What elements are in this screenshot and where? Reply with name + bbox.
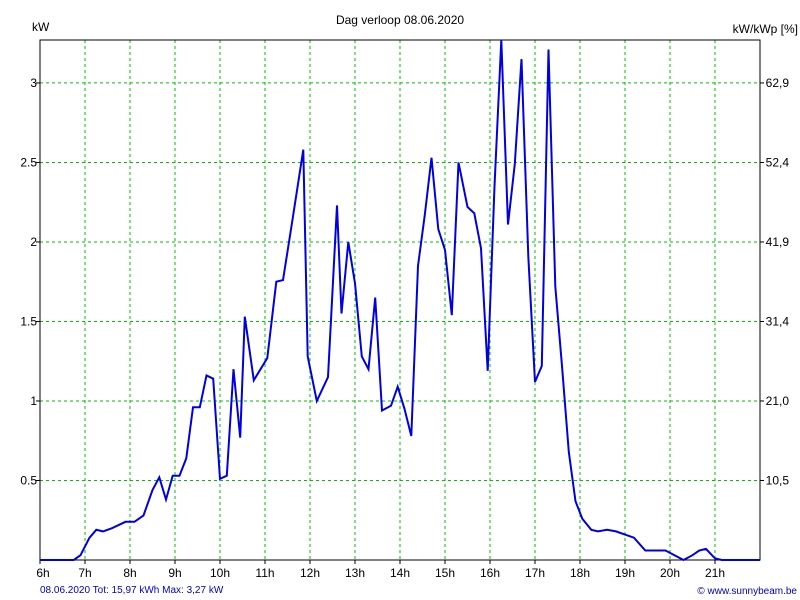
footer-summary: 08.06.2020 Tot: 15,97 kWh Max: 3,27 kW <box>40 585 224 596</box>
x-tick-label: 11h <box>255 566 274 580</box>
x-tick-label: 13h <box>345 566 365 580</box>
y-tick-label-left: 0.5 <box>20 473 37 487</box>
x-tick-label: 17h <box>525 566 545 580</box>
x-tick-label: 18h <box>570 566 590 580</box>
x-tick-label: 7h <box>78 566 91 580</box>
grid <box>40 40 760 560</box>
x-tick-label: 19h <box>615 566 635 580</box>
y-tick-label-right: 62,9 <box>766 76 790 90</box>
left-axis-unit: kW <box>32 20 50 34</box>
y-tick-label-left: 1.5 <box>20 314 37 328</box>
right-axis-unit: kW/kWp [%] <box>733 22 798 36</box>
x-tick-label: 14h <box>390 566 410 580</box>
axis-ticks: 6h 7h 8h 9h 10h 11h 12h 13h 14h 15h 16h 17h 18h 19h 20… <box>20 76 789 580</box>
x-tick-label: 9h <box>168 566 181 580</box>
y-tick-label-left: 2.5 <box>20 155 37 169</box>
y-tick-label-left: 2 <box>30 235 37 249</box>
x-tick-label: 20h <box>660 566 680 580</box>
x-tick-label: 12h <box>300 566 320 580</box>
y-tick-label-right: 10,5 <box>766 473 790 487</box>
power-series-line <box>40 39 760 562</box>
x-tick-label: 21h <box>705 566 725 580</box>
y-tick-label-left: 1 <box>30 394 37 408</box>
chart-title: Dag verloop 08.06.2020 <box>336 13 464 27</box>
x-tick-label: 16h <box>480 566 500 580</box>
x-tick-label: 15h <box>435 566 455 580</box>
y-tick-label-left: 3 <box>30 76 37 90</box>
x-tick-label: 10h <box>210 566 230 580</box>
x-tick-label: 8h <box>123 566 136 580</box>
footer-credit: © www.sunnybeam.be <box>697 586 797 597</box>
y-tick-label-right: 21,0 <box>766 394 790 408</box>
x-tick-label: 6h <box>36 566 49 580</box>
series-group <box>40 39 760 562</box>
y-tick-label-right: 41,9 <box>766 235 790 249</box>
y-tick-label-right: 52,4 <box>766 155 790 169</box>
y-tick-label-right: 31,4 <box>766 314 790 328</box>
